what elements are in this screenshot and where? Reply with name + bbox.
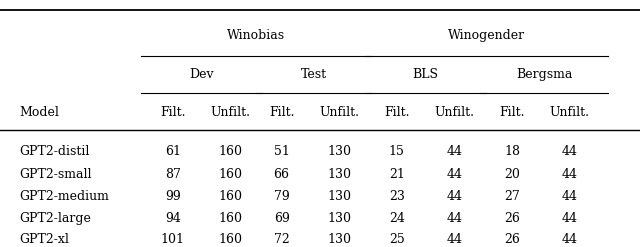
Text: 44: 44 [447,145,462,158]
Text: Filt.: Filt. [499,106,525,119]
Text: 44: 44 [447,212,462,225]
Text: Unfilt.: Unfilt. [319,106,359,119]
Text: 21: 21 [389,168,404,181]
Text: 20: 20 [504,168,520,181]
Text: Unfilt.: Unfilt. [550,106,589,119]
Text: BLS: BLS [413,68,438,81]
Text: 99: 99 [165,190,180,203]
Text: 69: 69 [274,212,289,225]
Text: 25: 25 [389,233,404,246]
Text: 66: 66 [274,168,290,181]
Text: Unfilt.: Unfilt. [211,106,250,119]
Text: Filt.: Filt. [384,106,410,119]
Text: 87: 87 [165,168,180,181]
Text: Dev: Dev [189,68,214,81]
Text: 27: 27 [504,190,520,203]
Text: 160: 160 [218,212,243,225]
Text: 44: 44 [447,168,462,181]
Text: 130: 130 [327,212,351,225]
Text: 94: 94 [165,212,180,225]
Text: 26: 26 [504,233,520,246]
Text: Winobias: Winobias [227,29,285,42]
Text: 160: 160 [218,168,243,181]
Text: Test: Test [301,68,326,81]
Text: 130: 130 [327,168,351,181]
Text: 130: 130 [327,190,351,203]
Text: Bergsma: Bergsma [516,68,572,81]
Text: 44: 44 [562,212,578,225]
Text: GPT2-small: GPT2-small [19,168,92,181]
Text: 61: 61 [165,145,181,158]
Text: 23: 23 [389,190,404,203]
Text: Filt.: Filt. [269,106,294,119]
Text: Filt.: Filt. [160,106,186,119]
Text: 160: 160 [218,233,243,246]
Text: GPT2-distil: GPT2-distil [19,145,90,158]
Text: 44: 44 [562,168,578,181]
Text: 44: 44 [562,190,578,203]
Text: 130: 130 [327,145,351,158]
Text: GPT2-large: GPT2-large [19,212,91,225]
Text: 72: 72 [274,233,289,246]
Text: Model: Model [19,106,59,119]
Text: 44: 44 [562,233,578,246]
Text: Unfilt.: Unfilt. [435,106,474,119]
Text: 44: 44 [562,145,578,158]
Text: 26: 26 [504,212,520,225]
Text: 130: 130 [327,233,351,246]
Text: 101: 101 [161,233,185,246]
Text: GPT2-xl: GPT2-xl [19,233,69,246]
Text: 44: 44 [447,190,462,203]
Text: Winogender: Winogender [448,29,525,42]
Text: 15: 15 [389,145,404,158]
Text: 51: 51 [274,145,289,158]
Text: 160: 160 [218,145,243,158]
Text: 79: 79 [274,190,289,203]
Text: GPT2-medium: GPT2-medium [19,190,109,203]
Text: 44: 44 [447,233,462,246]
Text: 24: 24 [389,212,404,225]
Text: 18: 18 [504,145,520,158]
Text: 160: 160 [218,190,243,203]
